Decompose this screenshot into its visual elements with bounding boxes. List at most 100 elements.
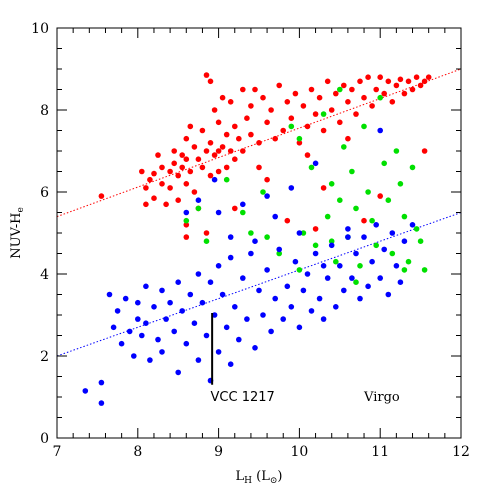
data-point-s2-99 (320, 263, 327, 269)
data-point-s2-7 (122, 295, 129, 302)
data-point-s2-11 (135, 299, 141, 306)
data-point-s2-8 (126, 328, 133, 335)
data-point-s2-70 (341, 287, 347, 294)
data-point-s0-47 (232, 156, 238, 162)
data-point-s0-35 (211, 107, 218, 113)
data-point-s1-38 (421, 267, 428, 273)
data-point-s0-74 (333, 90, 339, 97)
data-point-s2-37 (215, 263, 222, 269)
data-point-s1-27 (377, 94, 384, 101)
data-point-s0-103 (203, 230, 210, 236)
data-point-s0-57 (264, 119, 270, 126)
data-point-s2-67 (328, 242, 335, 249)
data-point-s2-97 (272, 213, 279, 220)
data-point-s0-50 (240, 148, 246, 154)
data-point-s0-33 (207, 140, 214, 146)
data-point-s0-18 (179, 164, 185, 171)
data-point-s0-70 (316, 94, 323, 101)
data-point-s0-102 (232, 205, 238, 212)
data-point-s0-0 (98, 193, 105, 199)
x-axis-label-sub: H (244, 476, 252, 486)
data-point-s0-54 (252, 86, 258, 93)
x-axis-label: L (236, 469, 245, 484)
x-tick-label: 12 (452, 444, 470, 460)
data-point-s2-83 (393, 263, 400, 269)
data-point-s2-90 (264, 193, 270, 199)
data-point-s1-20 (349, 168, 355, 175)
data-point-s1-15 (333, 258, 339, 265)
data-point-s2-100 (345, 234, 351, 240)
data-point-s2-16 (151, 304, 157, 310)
data-point-s0-40 (219, 94, 226, 101)
data-point-s2-87 (377, 127, 384, 134)
x-tick-label: 9 (214, 444, 223, 460)
data-point-s0-22 (187, 123, 194, 130)
data-point-s0-42 (223, 131, 230, 138)
data-point-s0-100 (304, 152, 311, 158)
data-point-s0-17 (179, 152, 185, 158)
data-point-s1-26 (373, 242, 380, 249)
data-point-s1-5 (264, 234, 270, 240)
data-point-s0-94 (413, 74, 420, 80)
data-point-s1-37 (417, 238, 424, 244)
data-point-s0-28 (199, 127, 206, 134)
data-point-s0-37 (215, 119, 222, 126)
fit-line-0 (56, 68, 462, 218)
data-point-s0-95 (417, 82, 424, 89)
data-point-s2-41 (227, 254, 234, 261)
x-axis-title: LH (L⊙) (236, 469, 283, 486)
data-point-s0-72 (324, 78, 331, 85)
data-point-s0-2 (143, 185, 149, 191)
data-point-s2-49 (256, 287, 262, 294)
data-point-s2-71 (345, 226, 351, 232)
data-point-s1-0 (183, 217, 190, 224)
data-point-s1-9 (300, 230, 307, 236)
y-tick-label: 6 (40, 185, 49, 201)
x-axis-unit: (L (256, 469, 270, 484)
data-point-s2-79 (377, 275, 384, 281)
data-point-s0-111 (284, 217, 291, 224)
data-point-s0-10 (163, 201, 169, 208)
data-point-s1-41 (353, 279, 359, 286)
data-point-s0-99 (345, 135, 351, 142)
data-point-s0-68 (308, 86, 315, 93)
data-point-s2-28 (187, 291, 194, 298)
data-point-s0-41 (219, 144, 226, 150)
data-point-s0-38 (215, 148, 222, 154)
data-point-s0-67 (304, 123, 311, 130)
data-point-s1-16 (337, 86, 343, 93)
data-point-s1-35 (409, 164, 416, 171)
data-point-s0-6 (151, 195, 157, 201)
data-point-s1-30 (389, 250, 396, 257)
data-point-s2-46 (244, 316, 250, 322)
data-point-s2-62 (308, 308, 315, 314)
data-point-s0-96 (421, 78, 428, 85)
data-point-s0-23 (187, 168, 194, 175)
data-point-s0-75 (337, 119, 343, 126)
data-point-s0-3 (143, 201, 149, 208)
data-point-s0-24 (191, 144, 198, 150)
data-point-s2-15 (147, 357, 153, 363)
data-point-s2-81 (385, 291, 392, 298)
data-point-s1-6 (276, 250, 283, 257)
data-point-s1-2 (223, 176, 230, 183)
data-point-s2-75 (361, 234, 367, 240)
data-point-s1-12 (320, 111, 327, 117)
data-point-s1-24 (365, 189, 371, 195)
data-point-s0-39 (215, 168, 222, 175)
data-point-s2-78 (373, 222, 380, 228)
data-point-s0-11 (167, 168, 173, 175)
data-point-s2-64 (316, 295, 323, 302)
data-point-s2-85 (401, 238, 408, 244)
data-point-s0-26 (195, 156, 202, 162)
data-point-s2-48 (252, 345, 258, 351)
annotation-virgo: Virgo (363, 390, 400, 405)
data-point-s0-43 (223, 164, 230, 171)
data-point-s2-72 (349, 275, 355, 281)
data-point-s1-43 (248, 230, 254, 236)
data-point-s2-55 (280, 316, 287, 322)
data-point-s0-21 (183, 181, 190, 187)
data-point-s0-97 (425, 74, 432, 80)
y-tick-label: 8 (40, 103, 49, 119)
data-point-s0-56 (260, 94, 266, 101)
